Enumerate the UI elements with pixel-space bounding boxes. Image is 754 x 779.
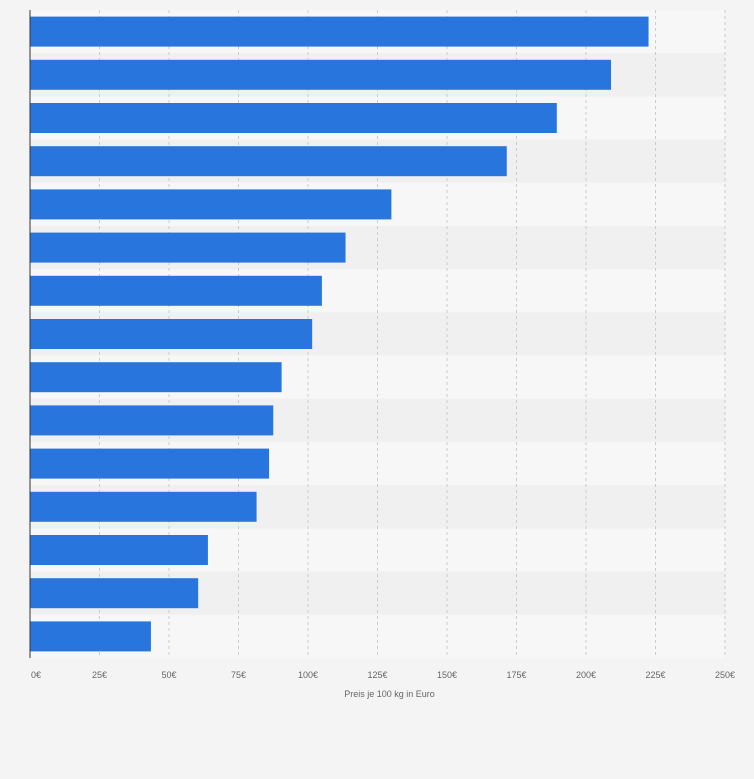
bar[interactable] [30,146,507,177]
bar[interactable] [30,491,257,522]
x-tick-label: 150€ [437,670,457,680]
x-tick-label: 225€ [645,670,665,680]
bar[interactable] [30,405,274,436]
x-tick-label: 175€ [506,670,526,680]
x-tick-label: 50€ [161,670,176,680]
bar[interactable] [30,621,151,652]
x-tick-label: 100€ [298,670,318,680]
bar[interactable] [30,16,649,47]
bar[interactable] [30,578,199,609]
bar[interactable] [30,362,282,393]
bar[interactable] [30,103,557,133]
x-tick-label: 75€ [231,670,246,680]
bar[interactable] [30,232,346,263]
bar[interactable] [30,535,208,565]
x-tick-label: 200€ [576,670,596,680]
bar[interactable] [30,59,612,90]
bar[interactable] [30,275,322,306]
x-axis-title: Preis je 100 kg in Euro [344,689,435,699]
bar[interactable] [30,448,270,479]
bar[interactable] [30,319,313,349]
x-tick-label: 125€ [367,670,387,680]
bar[interactable] [30,189,392,220]
x-tick-label: 0€ [31,670,41,680]
bars [30,16,649,652]
x-tick-label: 25€ [92,670,107,680]
x-tick-labels: 0€ 25€ 50€ 75€ 100€ 125€ 150€ 175€ 200€ 225€ 250€ [31,670,735,680]
x-tick-label: 250€ [715,670,735,680]
